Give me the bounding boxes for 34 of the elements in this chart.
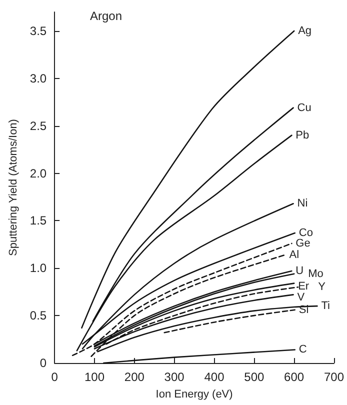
y-tick-label: 2.0 — [30, 166, 47, 180]
x-tick-label: 0 — [51, 370, 58, 384]
series-label: U — [296, 264, 304, 277]
x-tick-label: 500 — [244, 370, 264, 384]
x-tick-label: 700 — [324, 370, 344, 384]
y-axis-title: Sputtering Yield (Atoms/Ion) — [8, 119, 20, 256]
series-label: Cu — [297, 102, 312, 114]
series-label: Ti — [321, 300, 330, 312]
series-label: Ni — [297, 198, 308, 210]
x-tick-label: 200 — [124, 370, 145, 384]
series-label: Si — [298, 304, 309, 316]
x-tick-label: 400 — [204, 370, 225, 384]
y-tick-label: 0 — [40, 356, 47, 370]
series-label: Ag — [298, 24, 312, 37]
series-label: Pb — [296, 129, 310, 142]
series-label: Y — [318, 281, 326, 294]
series-label: C — [298, 344, 307, 356]
series-label: V — [297, 292, 306, 304]
series-label: Al — [289, 248, 300, 261]
y-tick-label: 1.0 — [30, 261, 47, 276]
y-tick-label: 0.5 — [30, 308, 47, 323]
x-axis-title: Ion Energy (eV) — [156, 388, 233, 400]
series-label: Mo — [308, 268, 324, 280]
x-tick-label: 100 — [84, 370, 105, 384]
y-tick-label: 2.5 — [30, 118, 47, 133]
annotation: Argon — [90, 9, 122, 23]
y-tick-label: 1.5 — [30, 214, 47, 228]
series-label: Co — [298, 227, 313, 240]
series-label: Ge — [296, 237, 310, 250]
y-tick-label: 3.5 — [30, 24, 47, 38]
y-tick-label: 3.0 — [30, 71, 47, 86]
x-tick-label: 600 — [284, 370, 304, 384]
series-label: Er — [298, 280, 310, 292]
x-tick-label: 300 — [164, 370, 185, 384]
